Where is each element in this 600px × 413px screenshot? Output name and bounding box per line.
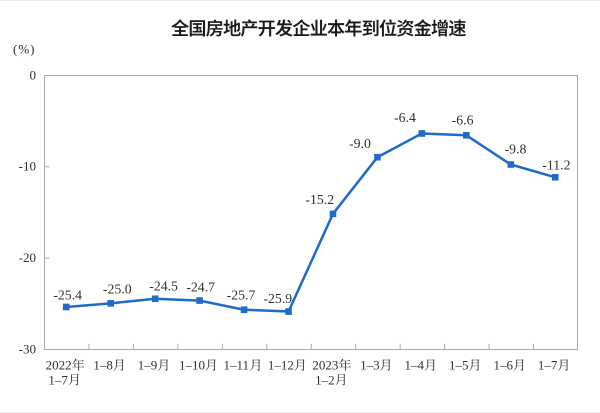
svg-text:-25.9: -25.9: [263, 291, 292, 306]
svg-text:-30: -30: [19, 341, 36, 356]
svg-text:-24.5: -24.5: [149, 279, 178, 294]
svg-text:-25.0: -25.0: [103, 281, 132, 296]
svg-text:-20: -20: [19, 250, 36, 265]
svg-text:1–5: 1–5: [449, 358, 469, 373]
svg-text:-11.2: -11.2: [542, 158, 570, 173]
svg-text:1–2: 1–2: [315, 372, 335, 387]
svg-text:2023: 2023: [312, 358, 338, 373]
svg-text:0: 0: [30, 67, 37, 82]
svg-text:-24.7: -24.7: [186, 280, 215, 295]
svg-text:1–7: 1–7: [538, 358, 558, 373]
svg-text:-6.6: -6.6: [452, 113, 474, 128]
svg-text:1–6: 1–6: [493, 358, 513, 373]
svg-text:1–11: 1–11: [223, 358, 249, 373]
svg-text:1–7: 1–7: [48, 372, 68, 387]
svg-text:-6.4: -6.4: [394, 110, 416, 125]
svg-text:1–8: 1–8: [93, 358, 113, 373]
svg-text:1–9: 1–9: [138, 358, 158, 373]
svg-text:1–10: 1–10: [179, 358, 205, 373]
svg-text:-25.7: -25.7: [227, 287, 256, 302]
svg-text:2022: 2022: [46, 358, 72, 373]
svg-text:1–3: 1–3: [360, 358, 380, 373]
svg-text:-9.0: -9.0: [349, 136, 371, 151]
svg-text:1–12: 1–12: [268, 358, 294, 373]
svg-text:-10: -10: [19, 159, 36, 174]
svg-text:-25.4: -25.4: [53, 287, 82, 302]
svg-text:1–4: 1–4: [405, 358, 425, 373]
svg-text:(%): (%): [13, 42, 36, 57]
svg-text:-9.8: -9.8: [505, 142, 527, 157]
svg-text:-15.2: -15.2: [305, 192, 334, 207]
